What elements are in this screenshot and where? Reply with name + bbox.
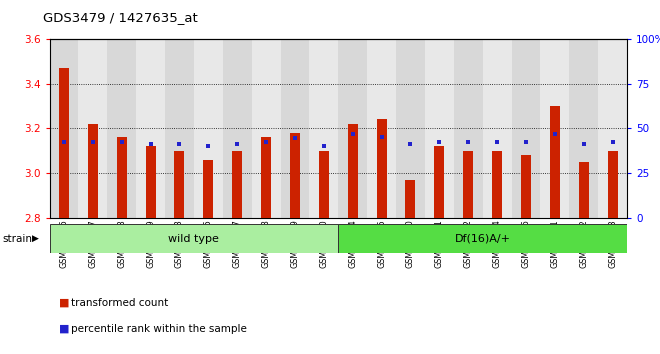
Bar [223,39,251,218]
Bar [463,151,473,218]
Bar [367,39,396,218]
Bar [261,137,271,218]
Bar [194,39,223,218]
Bar [405,180,416,218]
Bar [280,39,310,218]
Bar [117,137,127,218]
Bar [310,39,338,218]
Bar [59,68,69,218]
Bar [136,39,165,218]
Bar [338,224,627,253]
Bar [598,39,627,218]
Bar [165,39,194,218]
Bar [107,39,136,218]
Bar [50,39,79,218]
Text: transformed count: transformed count [71,298,168,308]
Bar [492,151,502,218]
Bar [607,151,618,218]
Bar [521,155,531,218]
Bar [88,124,98,218]
Text: Df(16)A/+: Df(16)A/+ [455,234,511,244]
Bar [396,39,425,218]
Bar [319,151,329,218]
Bar [203,160,213,218]
Bar [579,162,589,218]
Text: percentile rank within the sample: percentile rank within the sample [71,324,247,333]
Bar [174,151,185,218]
Bar [79,39,107,218]
Bar [348,124,358,218]
Bar [376,119,387,218]
Text: strain: strain [2,234,32,244]
Bar [425,39,454,218]
Bar [569,39,598,218]
Text: ■: ■ [59,324,70,333]
Bar [550,106,560,218]
Text: ■: ■ [59,298,70,308]
Text: GDS3479 / 1427635_at: GDS3479 / 1427635_at [43,11,197,24]
Bar [251,39,280,218]
Bar [434,146,444,218]
Bar [454,39,482,218]
Bar [482,39,512,218]
Bar [232,151,242,218]
Bar [541,39,569,218]
Text: wild type: wild type [168,234,219,244]
Text: ▶: ▶ [32,234,38,243]
Bar [145,146,156,218]
Bar [338,39,367,218]
Bar [290,133,300,218]
Bar [50,224,338,253]
Bar [512,39,541,218]
